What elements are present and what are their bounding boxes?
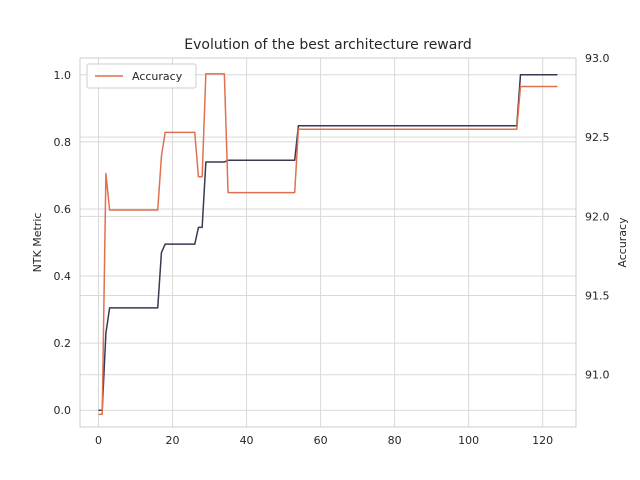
x-tick-label: 40 — [240, 434, 254, 447]
y2-tick-label: 91.5 — [585, 290, 610, 303]
x-tick-label: 20 — [166, 434, 180, 447]
x-tick-label: 100 — [458, 434, 479, 447]
ntk-metric-series-line — [98, 74, 558, 411]
y2-tick-label: 92.0 — [585, 210, 610, 223]
y-tick-label: 0.4 — [54, 270, 72, 283]
x-tick-label: 0 — [95, 434, 102, 447]
y-tick-label: 0.8 — [54, 136, 72, 149]
legend: Accuracy — [86, 63, 197, 89]
legend-box — [86, 63, 197, 89]
y-axis-label: NTK Metric — [31, 213, 44, 273]
grid — [80, 57, 576, 427]
y-tick-label: 0.2 — [54, 337, 72, 350]
chart-title: Evolution of the best architecture rewar… — [184, 37, 471, 53]
y2-axis-label: Accuracy — [616, 217, 629, 268]
series-layer — [98, 73, 558, 416]
y2-tick-label: 91.0 — [585, 369, 610, 382]
y-tick-label: 0.0 — [54, 404, 72, 417]
y2-tick-label: 93.0 — [585, 52, 610, 65]
x-tick-label: 120 — [532, 434, 553, 447]
x-tick-label: 80 — [388, 434, 402, 447]
plot-frame — [79, 57, 577, 428]
y-tick-label: 1.0 — [54, 69, 72, 82]
legend-label-accuracy: Accuracy — [132, 70, 183, 83]
tick-labels: 0 20 40 60 80 100 120 0.0 0.2 0.4 0.6 0.8 1.0 91.0 91.… — [54, 52, 610, 447]
accuracy-series-line — [98, 73, 558, 416]
x-tick-label: 60 — [314, 434, 328, 447]
y-tick-label: 0.6 — [54, 203, 72, 216]
y2-tick-label: 92.5 — [585, 131, 610, 144]
